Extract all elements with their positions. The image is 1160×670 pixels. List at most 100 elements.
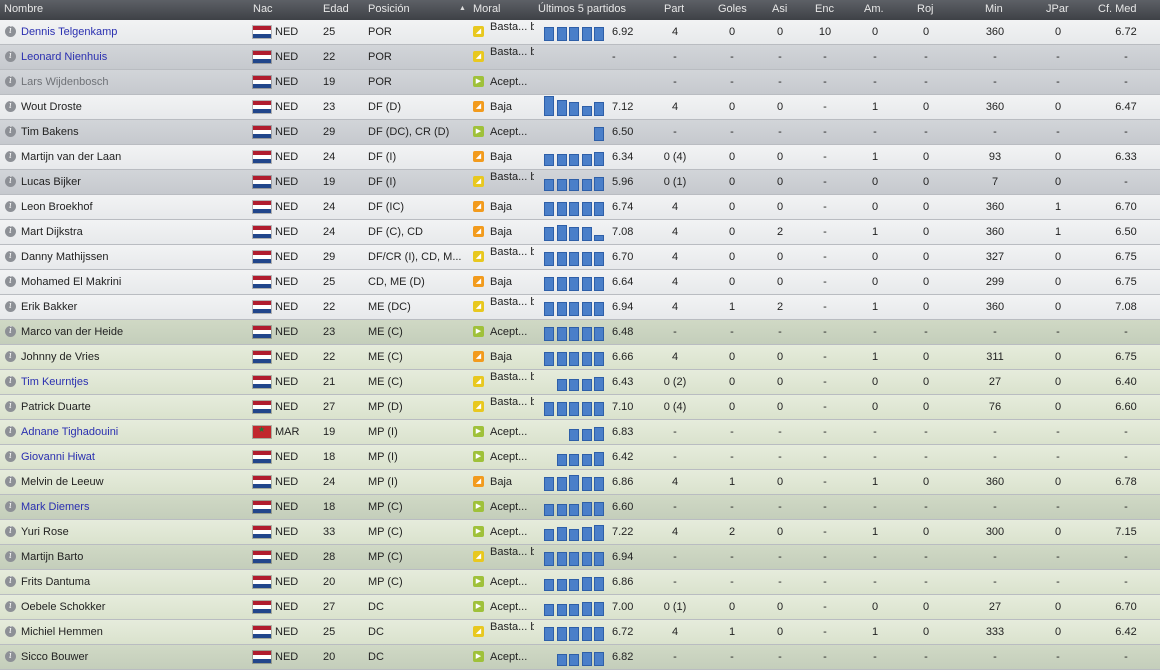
table-row[interactable]: i Martijn van der Laan NED 24 DF (I) ◢ Baja 6.3… [0,145,1160,170]
table-row[interactable]: i Lucas Bijker NED 19 DF (I) ◢ Basta... baja 5.… [0,170,1160,195]
player-name[interactable]: Lucas Bijker [21,176,81,188]
table-row[interactable]: i Patrick Duarte NED 27 MP (D) ◢ Basta... baja… [0,395,1160,420]
col-posicion[interactable]: Posición [368,3,410,15]
player-name[interactable]: Martijn van der Laan [21,151,122,163]
player-name[interactable]: Danny Mathijssen [21,251,109,263]
table-row[interactable]: i Mart Dijkstra NED 24 DF (C), CD ◢ Baja 7.08 4 0… [0,220,1160,245]
table-row[interactable]: i Adnane Tighadouini MAR 19 MP (I) ▶ Acept... 6… [0,420,1160,445]
player-name[interactable]: Leonard Nienhuis [21,51,108,63]
info-icon[interactable]: i [5,251,16,262]
info-icon[interactable]: i [5,401,16,412]
info-icon[interactable]: i [5,26,16,37]
player-name[interactable]: Tim Bakens [21,126,79,138]
col-jpar[interactable]: JPar [1046,3,1069,15]
player-name[interactable]: Melvin de Leeuw [21,476,104,488]
col-moral[interactable]: Moral [473,3,501,15]
table-row[interactable]: i Tim Bakens NED 29 DF (DC), CR (D) ▶ Acept...… [0,120,1160,145]
info-icon[interactable]: i [5,51,16,62]
player-name[interactable]: Leon Broekhof [21,201,93,213]
player-name[interactable]: Giovanni Hiwat [21,451,95,463]
col-asi[interactable]: Asi [772,3,788,15]
info-icon[interactable]: i [5,176,16,187]
col-nombre[interactable]: Nombre [4,3,44,15]
table-row[interactable]: i Leonard Nienhuis NED 22 POR ◢ Basta... baja -… [0,45,1160,70]
table-row[interactable]: i Marco van der Heide NED 23 ME (C) ▶ Acept...… [0,320,1160,345]
col-edad[interactable]: Edad [323,3,349,15]
info-icon[interactable]: i [5,576,16,587]
player-name[interactable]: Oebele Schokker [21,601,106,613]
table-row[interactable]: i Michiel Hemmen NED 25 DC ◢ Basta... baja 6.72… [0,620,1160,645]
info-icon[interactable]: i [5,151,16,162]
info-icon[interactable]: i [5,426,16,437]
position: POR [368,76,392,88]
info-icon[interactable]: i [5,551,16,562]
last5-bars [544,445,608,469]
info-icon[interactable]: i [5,101,16,112]
info-icon[interactable]: i [5,226,16,237]
info-icon[interactable]: i [5,601,16,612]
table-row[interactable]: i Yuri Rose NED 33 MP (C) ▶ Acept... 7.22 4 2 0 - 1 0… [0,520,1160,545]
info-icon[interactable]: i [5,201,16,212]
col-roj[interactable]: Roj [917,3,934,15]
info-icon[interactable]: i [5,126,16,137]
table-row[interactable]: i Sicco Bouwer NED 20 DC ▶ Acept... 6.82 - - - - - - -… [0,645,1160,670]
last5-bar [594,102,604,116]
table-row[interactable]: i Mark Diemers NED 18 MP (C) ▶ Acept... 6.60 - - -… [0,495,1160,520]
table-row[interactable]: i Dennis Telgenkamp NED 25 POR ◢ Basta... baja… [0,20,1160,45]
info-icon[interactable]: i [5,276,16,287]
table-row[interactable]: i Melvin de Leeuw NED 24 MP (I) ◢ Baja 6.86 4 1 0 -… [0,470,1160,495]
player-name[interactable]: Mohamed El Makrini [21,276,122,288]
stat-cf: - [1124,326,1128,338]
player-name[interactable]: Patrick Duarte [21,401,91,413]
player-name[interactable]: Mark Diemers [21,501,90,513]
col-goles[interactable]: Goles [718,3,747,15]
col-cfmed[interactable]: Cf. Med [1098,3,1137,15]
col-ultimos[interactable]: Últimos 5 partidos [538,3,627,15]
table-row[interactable]: i Mohamed El Makrini NED 25 CD, ME (D) ◢ Baja 6… [0,270,1160,295]
player-name[interactable]: Tim Keurntjes [21,376,89,388]
table-row[interactable]: i Lars Wijdenbosch NED 19 POR ▶ Acept... - - - - - -… [0,70,1160,95]
player-name[interactable]: Mart Dijkstra [21,226,83,238]
player-name[interactable]: Wout Droste [21,101,82,113]
table-row[interactable]: i Erik Bakker NED 22 ME (DC) ◢ Basta... baja 6.… [0,295,1160,320]
stat-asi: 0 [776,401,784,413]
info-icon[interactable]: i [5,501,16,512]
col-am[interactable]: Am. [864,3,884,15]
table-row[interactable]: i Wout Droste NED 23 DF (D) ◢ Baja 7.12 4 0 0 - 1 0 36… [0,95,1160,120]
player-name[interactable]: Marco van der Heide [21,326,124,338]
info-icon[interactable]: i [5,651,16,662]
stat-goles: 0 [728,276,736,288]
col-part[interactable]: Part [664,3,685,15]
table-row[interactable]: i Frits Dantuma NED 20 MP (C) ▶ Acept... 6.86 - -… [0,570,1160,595]
info-icon[interactable]: i [5,301,16,312]
col-nac[interactable]: Nac [253,3,273,15]
info-icon[interactable]: i [5,526,16,537]
player-name[interactable]: Adnane Tighadouini [21,426,119,438]
table-row[interactable]: i Martijn Barto NED 28 MP (C) ◢ Basta... baja 6… [0,545,1160,570]
info-icon[interactable]: i [5,476,16,487]
player-name[interactable]: Sicco Bouwer [21,651,89,663]
info-icon[interactable]: i [5,326,16,337]
table-row[interactable]: i Tim Keurntjes NED 21 ME (C) ◢ Basta... baja 6… [0,370,1160,395]
player-name[interactable]: Erik Bakker [21,301,78,313]
table-row[interactable]: i Danny Mathijssen NED 29 DF/CR (I), CD, M..… [0,245,1160,270]
table-row[interactable]: i Leon Broekhof NED 24 DF (IC) ◢ Baja 6.74 4 0 0 - 0… [0,195,1160,220]
info-icon[interactable]: i [5,376,16,387]
info-icon[interactable]: i [5,626,16,637]
table-row[interactable]: i Oebele Schokker NED 27 DC ▶ Acept... 7.00 0 (1… [0,595,1160,620]
player-name[interactable]: Frits Dantuma [21,576,91,588]
col-enc[interactable]: Enc [815,3,834,15]
player-name[interactable]: Michiel Hemmen [21,626,103,638]
player-name[interactable]: Dennis Telgenkamp [21,26,118,38]
player-name[interactable]: Johnny de Vries [21,351,100,363]
table-row[interactable]: i Johnny de Vries NED 22 ME (C) ◢ Baja 6.66 4 0 0 -… [0,345,1160,370]
player-name[interactable]: Martijn Barto [21,551,84,563]
player-name[interactable]: Yuri Rose [21,526,69,538]
info-icon[interactable]: i [5,76,16,87]
stat-min: 299 [985,276,1005,288]
col-min[interactable]: Min [985,3,1003,15]
table-row[interactable]: i Giovanni Hiwat NED 18 MP (I) ▶ Acept... 6.42 -… [0,445,1160,470]
player-name[interactable]: Lars Wijdenbosch [21,76,109,88]
info-icon[interactable]: i [5,451,16,462]
info-icon[interactable]: i [5,351,16,362]
